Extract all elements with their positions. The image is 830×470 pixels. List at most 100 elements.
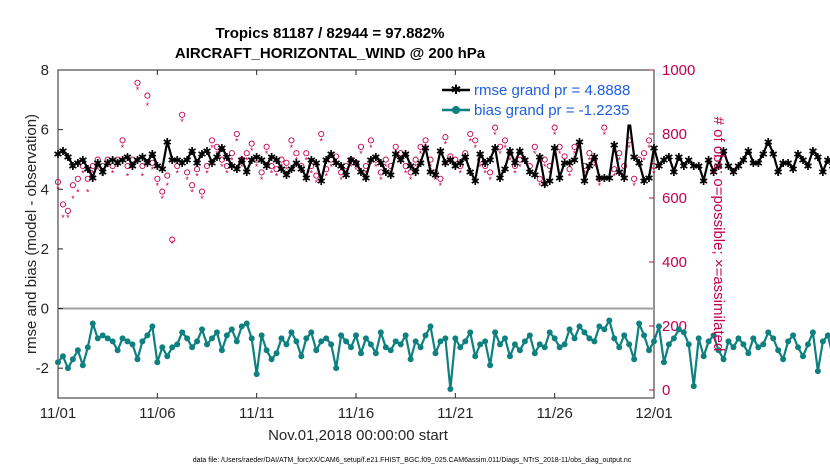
chart-title: Tropics 81187 / 82944 = 97.882% <box>216 25 445 42</box>
possible-obs-marker <box>64 207 71 214</box>
bias-point <box>457 344 464 351</box>
possible-obs-marker <box>89 162 96 170</box>
rmse-point: ✱ <box>560 158 569 170</box>
legend: ✱ rmse grand pr = 4.8888 bias grand pr =… <box>437 77 649 125</box>
rmse-point: ✱ <box>118 155 127 167</box>
bias-point <box>174 341 181 348</box>
y2-axis-label: # of obs: o=possible; ×=assimilated <box>710 117 727 352</box>
rmse-point: ✱ <box>774 167 783 179</box>
assimilated-obs-marker: * <box>61 213 65 223</box>
assimilated-obs-marker: * <box>339 175 343 185</box>
possible-obs-marker <box>194 166 201 173</box>
rmse-point: ✱ <box>759 149 768 161</box>
possible-obs-marker <box>417 143 424 150</box>
rmse-point: ✱ <box>113 158 122 170</box>
bias-point <box>432 350 439 357</box>
rmse-point: ✱ <box>550 143 559 155</box>
possible-obs-marker <box>263 143 270 150</box>
possible-obs-marker <box>412 156 419 163</box>
rmse-point: ✱ <box>178 158 187 170</box>
possible-obs-marker <box>367 137 374 144</box>
bias-point <box>89 320 96 327</box>
bias-point <box>69 356 76 363</box>
assimilated-obs-marker: * <box>195 172 199 182</box>
rmse-point: ✱ <box>396 155 405 167</box>
bias-point <box>263 347 270 354</box>
bias-point <box>660 359 667 366</box>
bias-point <box>407 356 414 363</box>
assimilated-obs-marker: * <box>593 162 597 172</box>
bias-point <box>710 332 717 339</box>
possible-obs-marker <box>278 156 285 163</box>
possible-obs-marker <box>382 156 389 163</box>
rmse-point: ✱ <box>764 137 773 149</box>
assimilated-obs-marker: * <box>359 149 363 159</box>
possible-obs-marker <box>541 156 548 163</box>
rmse-point: ✱ <box>222 152 231 164</box>
rmse-point: ✱ <box>575 137 584 149</box>
assimilated-obs-marker: * <box>295 156 299 166</box>
assimilated-obs-marker: * <box>449 159 453 169</box>
bias-point <box>467 329 474 336</box>
bias-point <box>437 338 444 345</box>
possible-obs-marker <box>233 130 240 138</box>
rmse-point: ✱ <box>133 155 142 167</box>
rmse-point: ✱ <box>585 161 594 173</box>
bias-point <box>427 323 434 330</box>
assimilated-obs-marker: * <box>235 136 239 146</box>
rmse-point: ✱ <box>520 155 529 167</box>
bias-point <box>362 335 369 342</box>
bias-point <box>770 335 777 342</box>
rmse-point: ✱ <box>744 146 753 158</box>
rmse-point: ✱ <box>525 167 534 179</box>
rmse-line <box>57 116 830 185</box>
rmse-point: ✱ <box>58 146 67 158</box>
rmse-point: ✱ <box>187 146 196 158</box>
y2-tick-label: 1000 <box>662 62 695 79</box>
assimilated-obs-marker: * <box>324 172 328 182</box>
rmse-point: ✱ <box>436 146 445 158</box>
bias-point <box>248 335 255 342</box>
possible-obs-marker <box>303 150 310 157</box>
bias-point <box>308 329 315 336</box>
assimilated-obs-marker: * <box>513 168 517 178</box>
rmse-point: ✱ <box>510 158 519 170</box>
bias-point <box>765 329 772 336</box>
rmse-point: ✱ <box>376 158 385 170</box>
assimilated-obs-marker: * <box>568 172 572 182</box>
bias-point <box>392 338 399 345</box>
assimilated-obs-marker: * <box>166 181 170 191</box>
bias-point <box>804 341 811 348</box>
rmse-point: ✱ <box>327 149 336 161</box>
possible-obs-marker <box>402 162 409 170</box>
legend-bias-marker <box>452 106 460 114</box>
assimilated-obs-marker: * <box>533 149 537 159</box>
assimilated-obs-marker: * <box>444 140 448 150</box>
rmse-point: ✱ <box>336 161 345 173</box>
rmse-point: ✱ <box>818 167 827 179</box>
assimilated-obs-marker: * <box>329 162 333 172</box>
possible-obs-marker <box>134 79 141 86</box>
rmse-point: ✱ <box>411 167 420 179</box>
assimilated-obs-marker: * <box>56 184 60 194</box>
rmse-point: ✱ <box>456 158 465 170</box>
assimilated-obs-marker: * <box>285 165 289 175</box>
possible-obs-marker <box>492 124 499 131</box>
bias-point <box>99 332 106 339</box>
assimilated-obs-marker: * <box>305 156 309 166</box>
bias-point <box>790 332 797 339</box>
possible-obs-marker <box>149 159 156 166</box>
assimilated-obs-marker: * <box>553 130 557 140</box>
y2-tick-label: 0 <box>662 382 670 399</box>
assimilated-obs-marker: * <box>315 178 319 188</box>
bias-point <box>333 365 340 372</box>
assimilated-obs-marker: * <box>543 162 547 172</box>
rmse-point: ✱ <box>143 158 152 170</box>
legend-bias-label: bias grand pr = -1.2235 <box>474 102 630 119</box>
rmse-point: ✱ <box>123 152 132 164</box>
assimilated-obs-marker: * <box>170 239 174 249</box>
bias-point <box>228 326 235 333</box>
rmse-point: ✱ <box>371 152 380 164</box>
rmse-point: ✱ <box>699 176 708 188</box>
bias-point <box>382 344 389 351</box>
